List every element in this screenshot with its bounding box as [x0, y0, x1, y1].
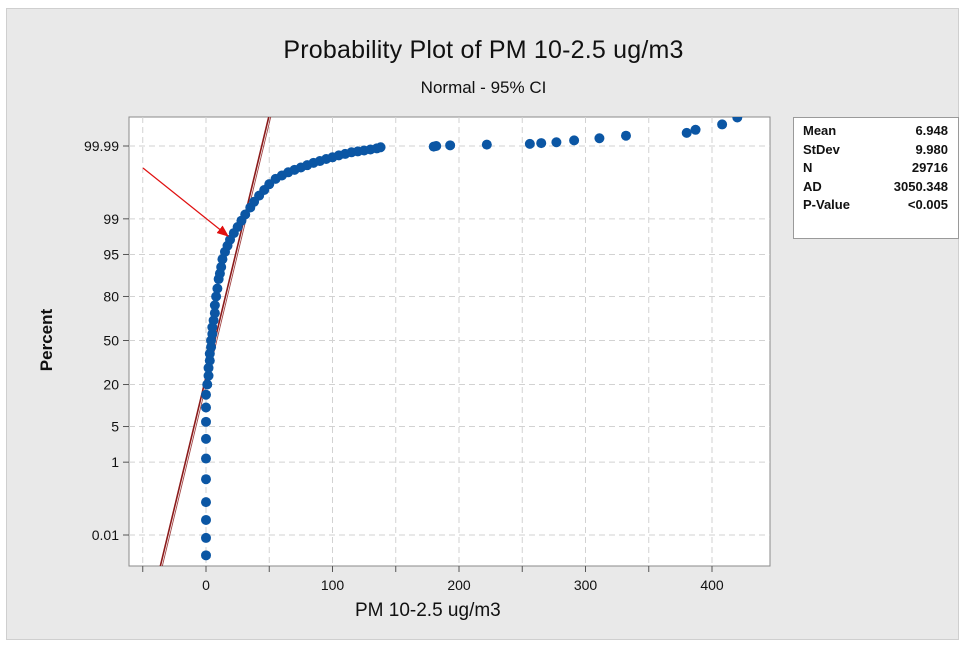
y-tick-label: 50 [103, 333, 119, 349]
stat-value: 9.980 [915, 141, 948, 157]
data-point [569, 135, 580, 146]
data-point [204, 355, 215, 366]
data-point [203, 370, 214, 381]
x-tick-label: 400 [700, 577, 724, 593]
y-axis-title: Percent [37, 308, 56, 372]
data-point [717, 119, 728, 130]
data-point [201, 550, 211, 561]
data-point [201, 474, 211, 485]
data-point [201, 416, 211, 427]
chart-subtitle: Normal - 95% CI [420, 78, 547, 97]
x-tick-label: 0 [202, 577, 210, 593]
data-point [212, 283, 223, 294]
data-point [216, 262, 227, 273]
stat-value: 6.948 [915, 123, 948, 138]
y-tick-label: 20 [103, 377, 119, 393]
stats-box: Mean 6.948 StDev 9.980 N 29716 AD 3050.348 P-Val… [793, 117, 959, 239]
stat-label: Mean [803, 123, 837, 138]
x-axis-title: PM 10-2.5 ug/m3 [355, 600, 501, 621]
stat-row: Mean 6.948 [803, 122, 948, 141]
stat-row: N 29716 [803, 159, 948, 178]
y-tick-label: 95 [103, 246, 119, 262]
y-tick-label: 0.01 [92, 527, 119, 543]
data-point [209, 308, 220, 319]
stat-row: StDev 9.980 [803, 141, 948, 160]
data-point [201, 497, 211, 508]
stat-value: <0.005 [907, 197, 948, 212]
chart-title: Probability Plot of PM 10-2.5 ug/m3 [283, 36, 684, 64]
data-point [431, 141, 442, 151]
data-point [536, 138, 547, 149]
data-point [481, 139, 492, 150]
data-point [445, 140, 456, 151]
data-point [524, 138, 535, 149]
stat-row: AD 3050.348 [803, 178, 948, 197]
data-point [209, 300, 220, 311]
plot-area [128, 116, 771, 567]
fit-ci-line [161, 117, 272, 566]
data-point [240, 209, 251, 220]
x-tick-label: 100 [321, 577, 345, 593]
stat-row: P-Value <0.005 [803, 196, 948, 215]
stat-value: 3050.348 [893, 178, 948, 194]
y-tick-label: 99.99 [84, 138, 119, 154]
data-point [594, 133, 605, 144]
data-point [375, 142, 386, 153]
data-point [201, 514, 211, 525]
tick-layer: 0 100 200 300 400 0.01 1 5 20 50 80 95 99 99.99 [84, 138, 724, 593]
data-point [201, 389, 211, 400]
stat-value: 29716 [911, 160, 948, 175]
y-tick-label: 5 [111, 419, 119, 435]
stat-label: StDev [803, 141, 840, 157]
stat-label: P-Value [803, 197, 850, 212]
y-tick-label: 99 [103, 211, 119, 227]
data-point [551, 137, 562, 148]
y-tick-label: 80 [103, 288, 119, 304]
points-layer [201, 117, 743, 561]
data-point [201, 433, 211, 444]
data-point [211, 291, 222, 302]
y-tick-label: 1 [111, 454, 119, 470]
data-point [202, 379, 213, 390]
data-point [201, 453, 211, 464]
data-point [201, 402, 211, 413]
data-point [681, 127, 692, 138]
data-point [201, 532, 211, 543]
stat-label: N [803, 160, 813, 175]
data-point [732, 117, 743, 123]
stat-label: AD [803, 178, 822, 194]
x-tick-label: 300 [574, 577, 598, 593]
x-tick-label: 200 [447, 577, 471, 593]
data-point [690, 124, 701, 135]
data-point [620, 130, 631, 141]
annotation-arrow [142, 167, 229, 237]
